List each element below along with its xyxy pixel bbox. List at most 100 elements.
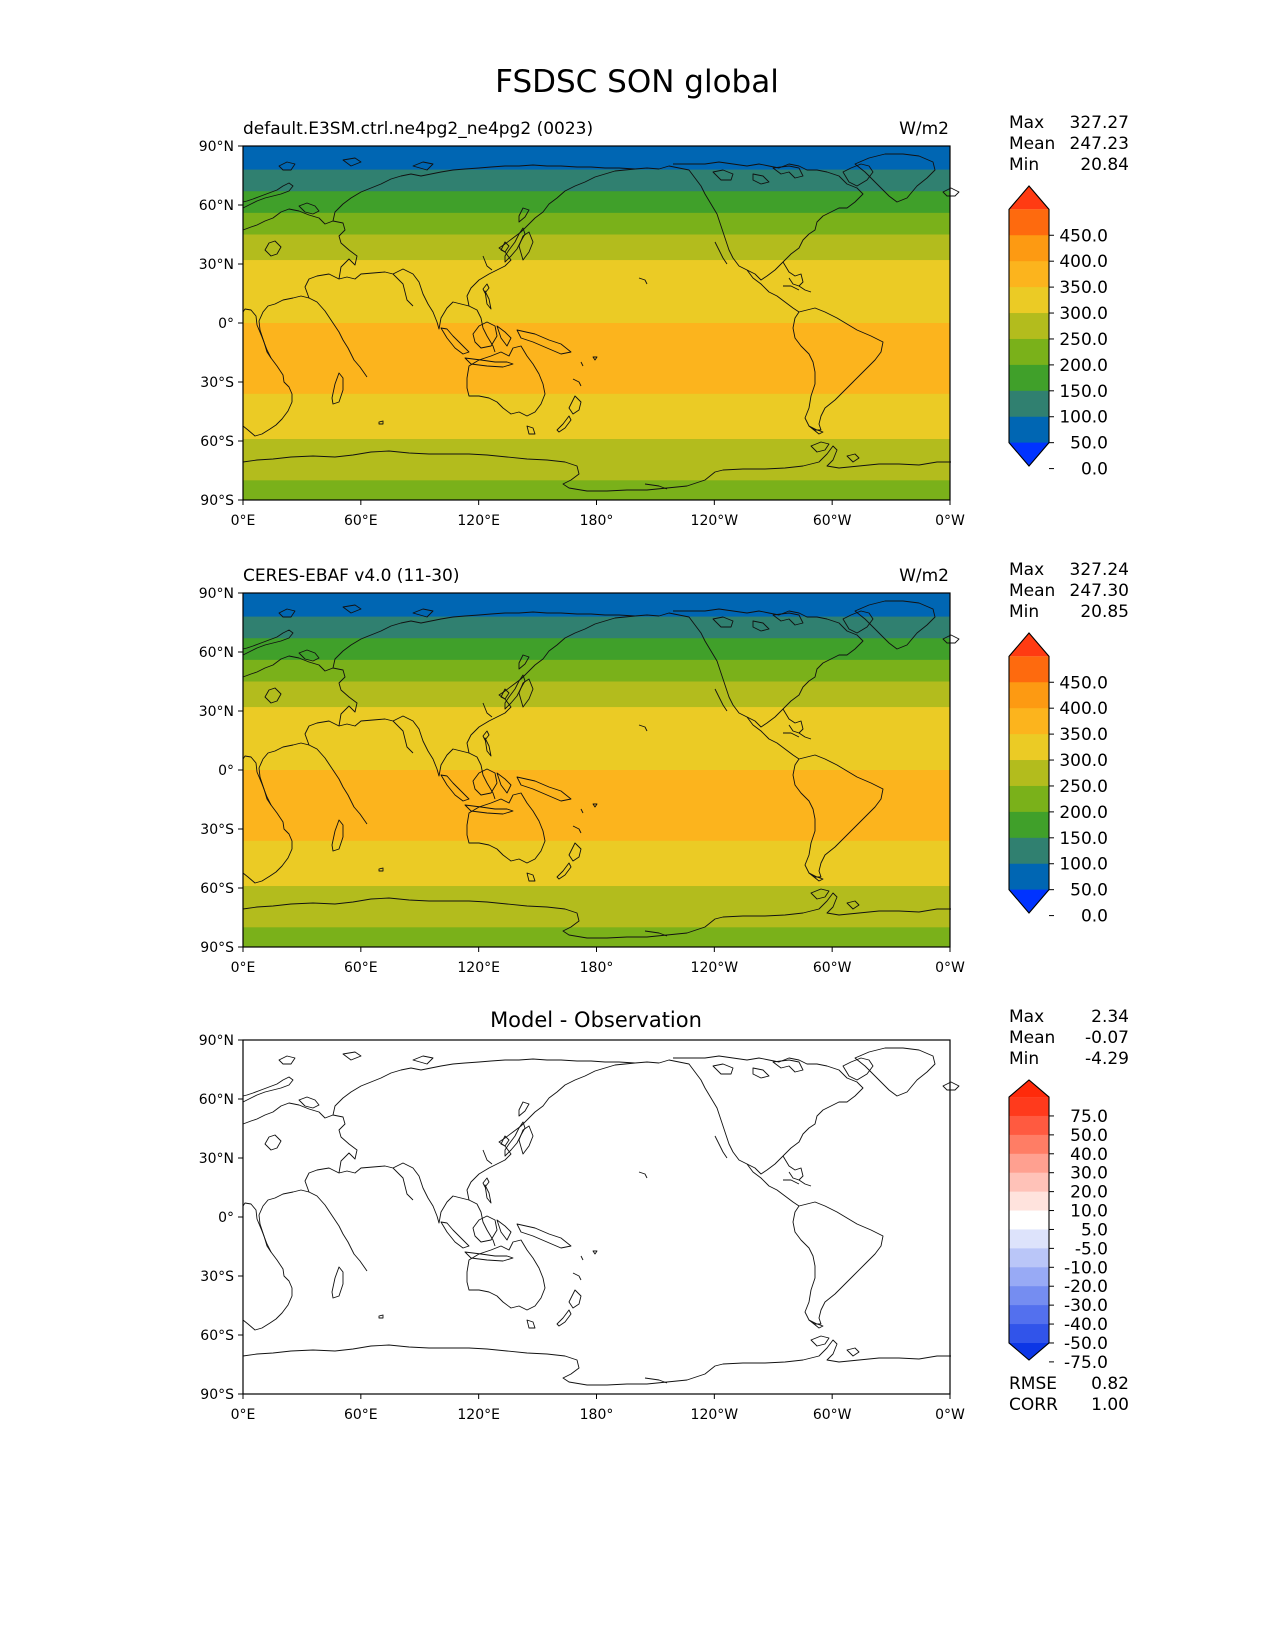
lon-tick-label: 180° xyxy=(580,960,614,976)
lat-tick-label: 0° xyxy=(218,316,234,332)
colorbar-segment xyxy=(1009,811,1049,839)
field-band xyxy=(243,234,950,261)
colorbar-tick-label: 200.0 xyxy=(1059,803,1108,823)
colorbar-tick-label: 0.0 xyxy=(1081,907,1108,927)
colorbar-segment xyxy=(1009,1267,1049,1287)
colorbar-segment xyxy=(1009,785,1049,813)
lat-tick-label: 60°N xyxy=(199,198,234,214)
colorbar-tick-label: 200.0 xyxy=(1059,356,1108,376)
colorbar-segment xyxy=(1009,1305,1049,1325)
colorbar-tick-label: 30.0 xyxy=(1070,1164,1108,1184)
panel-model-colorbar: 450.0 400.0 350.0 300.0 250.0 200.0 150.0 100.0… xyxy=(1008,185,1108,480)
colorbar-segment xyxy=(1009,1248,1049,1268)
colorbar-extend-min xyxy=(1009,889,1049,913)
colorbar-tick-label: 250.0 xyxy=(1059,330,1108,350)
lat-tick-label: 30°N xyxy=(199,1151,234,1167)
lon-tick-label: 60°W xyxy=(813,513,852,529)
lat-tick-label: 90°N xyxy=(199,1033,234,1049)
colorbar-tick-label: -20.0 xyxy=(1064,1277,1108,1297)
figure-title: FSDSC SON global xyxy=(495,64,779,100)
colorbar-tick-label: 400.0 xyxy=(1059,699,1108,719)
lat-tick-label: 90°N xyxy=(199,139,234,155)
lat-tick-label: 30°N xyxy=(199,704,234,720)
colorbar-tick-label: 400.0 xyxy=(1059,252,1108,272)
colorbar-tick-label: 450.0 xyxy=(1059,673,1108,693)
field-band xyxy=(243,681,950,708)
field-band xyxy=(243,638,950,661)
lon-tick-label: 0°E xyxy=(231,513,256,529)
colorbar-tick-label: -75.0 xyxy=(1064,1353,1108,1373)
colorbar-segment xyxy=(1009,209,1049,236)
lon-tick-label: 60°E xyxy=(344,960,378,976)
field-band xyxy=(243,191,950,214)
colorbar-tick-label: 75.0 xyxy=(1070,1107,1108,1127)
panel-obs-units: W/m2 xyxy=(899,566,949,586)
panel-diff-stats: Max 2.34 Mean -0.07 Min -4.29 RMSE 0.82 CORR 1.00 xyxy=(1009,1007,1129,1415)
stat-value: 20.85 xyxy=(1080,602,1129,622)
panel-obs-title: CERES-EBAF v4.0 (11-30) xyxy=(243,566,459,586)
colorbar-tick-label: -10.0 xyxy=(1064,1258,1108,1278)
colorbar-tick-label: -30.0 xyxy=(1064,1296,1108,1316)
colorbar-segment xyxy=(1009,364,1049,392)
colorbar-segment xyxy=(1009,1286,1049,1306)
colorbar-segment xyxy=(1009,1097,1049,1117)
colorbar-extend-min xyxy=(1009,1342,1049,1360)
panel-model: default.E3SM.ctrl.ne4pg2_ne4pg2 (0023) W… xyxy=(199,113,1129,529)
stat-label: Min xyxy=(1009,155,1039,175)
colorbar-segment xyxy=(1009,656,1049,683)
field-band xyxy=(243,840,950,887)
field-band xyxy=(243,146,950,171)
colorbar-tick-label: 20.0 xyxy=(1070,1183,1108,1203)
field-band xyxy=(243,212,950,235)
lat-tick-label: 60°S xyxy=(200,1328,234,1344)
lon-tick-label: 60°W xyxy=(813,1407,852,1423)
stat-value: 327.24 xyxy=(1070,560,1129,580)
colorbar-segment xyxy=(1009,734,1049,761)
lat-tick-label: 30°S xyxy=(200,375,234,391)
lon-tick-label: 60°E xyxy=(344,1407,378,1423)
field-band xyxy=(243,616,950,639)
colorbar-tick-label: 5.0 xyxy=(1081,1220,1108,1240)
field-band xyxy=(243,593,950,618)
colorbar-segment xyxy=(1009,1324,1049,1344)
colorbar-tick-label: 150.0 xyxy=(1059,829,1108,849)
colorbar-segment xyxy=(1009,1229,1049,1249)
colorbar-extend-max xyxy=(1009,186,1049,210)
colorbar-tick-label: 300.0 xyxy=(1059,751,1108,771)
panel-model-units: W/m2 xyxy=(899,119,949,139)
panel-obs-axes: 90°N 60°N 30°N 0° 30°S 60°S 90°S 0°E 60°E 120°E 18… xyxy=(199,586,965,976)
panel-diff: Model - Observation 90°N 60°N 30°N 0° 30°S 60… xyxy=(199,1007,1129,1423)
panel-model-field xyxy=(243,146,950,501)
colorbar-extend-max xyxy=(1009,633,1049,657)
colorbar-segment xyxy=(1009,1153,1049,1174)
colorbar-segment xyxy=(1009,682,1049,709)
stat-label: RMSE xyxy=(1009,1374,1057,1394)
panel-obs-colorbar: 450.0 400.0 350.0 300.0 250.0 200.0 150.0 100.0… xyxy=(1008,632,1108,927)
field-band xyxy=(243,169,950,192)
lat-tick-label: 30°S xyxy=(200,1269,234,1285)
stat-label: Max xyxy=(1009,560,1044,580)
colorbar-segment xyxy=(1009,235,1049,262)
panel-obs-field xyxy=(243,593,950,948)
stat-value: 20.84 xyxy=(1080,155,1129,175)
field-band xyxy=(243,770,950,842)
lon-tick-label: 0°E xyxy=(231,1407,256,1423)
lon-tick-label: 180° xyxy=(580,513,614,529)
colorbar-tick-label: -40.0 xyxy=(1064,1315,1108,1335)
stat-label: Mean xyxy=(1009,134,1055,154)
stat-value: 0.82 xyxy=(1091,1374,1129,1394)
colorbar-tick-label: 0.0 xyxy=(1081,460,1108,480)
stat-label: CORR xyxy=(1009,1395,1058,1415)
lat-tick-label: 0° xyxy=(218,1210,234,1226)
colorbar-segment xyxy=(1009,313,1049,340)
lon-tick-label: 0°W xyxy=(935,1407,965,1423)
lon-tick-label: 60°W xyxy=(813,960,852,976)
field-band xyxy=(243,480,950,501)
field-band xyxy=(243,260,950,324)
stat-value: -4.29 xyxy=(1085,1049,1129,1069)
lon-tick-label: 180° xyxy=(580,1407,614,1423)
lat-tick-label: 90°S xyxy=(200,1387,234,1403)
stat-value: 247.30 xyxy=(1070,581,1129,601)
panel-model-axes: 90°N 60°N 30°N 0° 30°S 60°S 90°S 0°E 60°E 120°E 18… xyxy=(199,139,965,529)
